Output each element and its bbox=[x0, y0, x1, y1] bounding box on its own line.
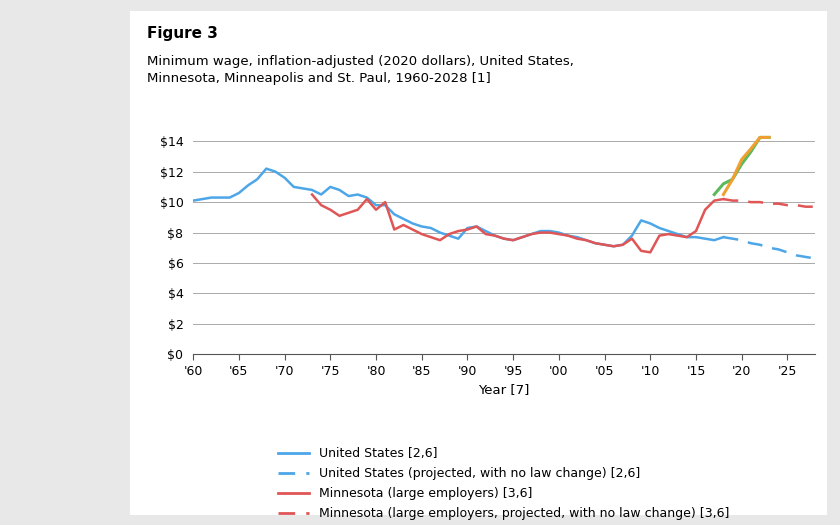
Legend: United States [2,6], United States (projected, with no law change) [2,6], Minnes: United States [2,6], United States (proj… bbox=[278, 447, 730, 525]
Text: Figure 3: Figure 3 bbox=[147, 26, 218, 41]
X-axis label: Year [7]: Year [7] bbox=[478, 383, 530, 396]
Text: Minimum wage, inflation-adjusted (2020 dollars), United States,
Minnesota, Minne: Minimum wage, inflation-adjusted (2020 d… bbox=[147, 55, 574, 85]
